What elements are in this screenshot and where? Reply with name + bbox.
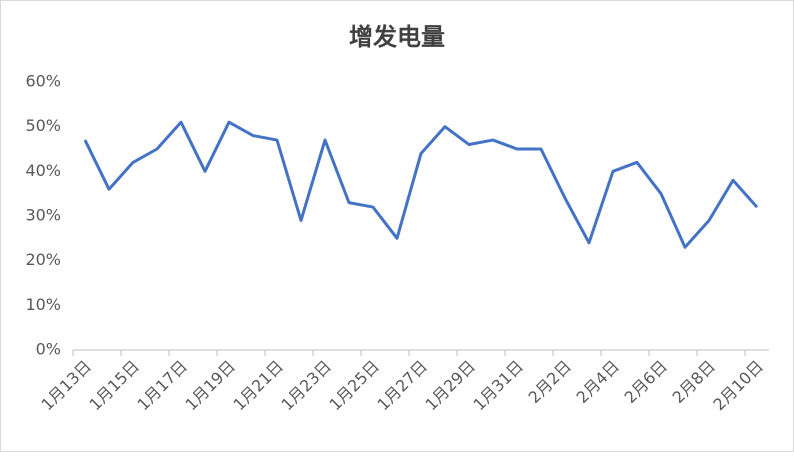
y-tick-label: 0%	[36, 340, 61, 359]
y-tick-label: 60%	[25, 72, 61, 91]
y-tick-label: 30%	[25, 206, 61, 225]
data-line	[83, 120, 759, 249]
chart-title: 增发电量	[349, 23, 445, 51]
y-tick-label: 50%	[25, 116, 61, 135]
y-tick-label: 10%	[25, 295, 61, 314]
y-tick-label: 20%	[25, 250, 61, 269]
y-tick-label: 40%	[25, 161, 61, 180]
